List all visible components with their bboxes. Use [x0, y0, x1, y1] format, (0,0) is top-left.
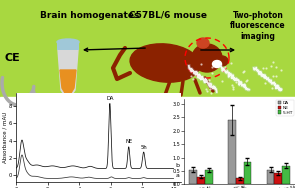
Point [207, 84, 212, 87]
Point [196, 73, 201, 76]
Point [209, 66, 214, 69]
Ellipse shape [212, 61, 222, 67]
Point [245, 79, 250, 82]
Ellipse shape [197, 38, 209, 48]
Legend: DA, NE, 5-HT: DA, NE, 5-HT [276, 100, 294, 116]
Point [274, 74, 279, 77]
Text: Brain homogenates: Brain homogenates [40, 11, 140, 20]
Point [205, 90, 210, 93]
Point [209, 71, 214, 74]
Ellipse shape [57, 39, 79, 45]
Point [262, 82, 267, 85]
Text: a: a [175, 173, 179, 178]
Point [231, 88, 236, 91]
Point [203, 88, 208, 91]
Text: NE: NE [125, 139, 132, 144]
Bar [197, 177, 205, 184]
Bar [57, 42, 79, 50]
Bar [275, 173, 282, 184]
Bar [189, 170, 197, 184]
Bar [0, 97, 295, 188]
Point [206, 79, 211, 82]
Bar [228, 120, 236, 184]
Point [231, 86, 235, 89]
Point [278, 68, 283, 71]
Point [191, 77, 195, 80]
Point [275, 83, 280, 86]
Point [233, 80, 238, 83]
Point [229, 61, 234, 64]
Point [220, 79, 225, 82]
Point [262, 76, 267, 79]
Text: C57BL/6 mouse: C57BL/6 mouse [129, 11, 207, 20]
Point [189, 75, 193, 78]
Text: CE: CE [4, 53, 20, 63]
Bar [236, 178, 244, 184]
Point [270, 74, 275, 77]
Point [235, 78, 240, 81]
Polygon shape [58, 50, 78, 100]
Point [240, 71, 245, 74]
Bar [205, 170, 213, 184]
Bar [282, 165, 290, 184]
Text: Two-photon
fluorescence
imaging: Two-photon fluorescence imaging [230, 11, 286, 41]
Text: b: b [175, 163, 179, 168]
Ellipse shape [192, 44, 222, 72]
Point [273, 66, 278, 69]
Bar [267, 170, 275, 184]
Ellipse shape [130, 44, 200, 82]
Point [209, 92, 214, 95]
Point [199, 62, 203, 65]
Text: 5h: 5h [140, 145, 147, 150]
Point [230, 84, 235, 87]
Point [222, 65, 227, 68]
Text: DA: DA [106, 96, 114, 101]
Polygon shape [60, 70, 76, 98]
Point [208, 88, 212, 91]
Point [271, 61, 276, 64]
Point [264, 66, 268, 69]
Point [270, 87, 275, 90]
Point [268, 64, 273, 67]
Bar [244, 161, 251, 184]
Point [242, 69, 247, 72]
Ellipse shape [216, 56, 228, 66]
Point [261, 67, 266, 70]
Y-axis label: Absorbance / mAU: Absorbance / mAU [2, 112, 7, 163]
Point [244, 80, 248, 83]
